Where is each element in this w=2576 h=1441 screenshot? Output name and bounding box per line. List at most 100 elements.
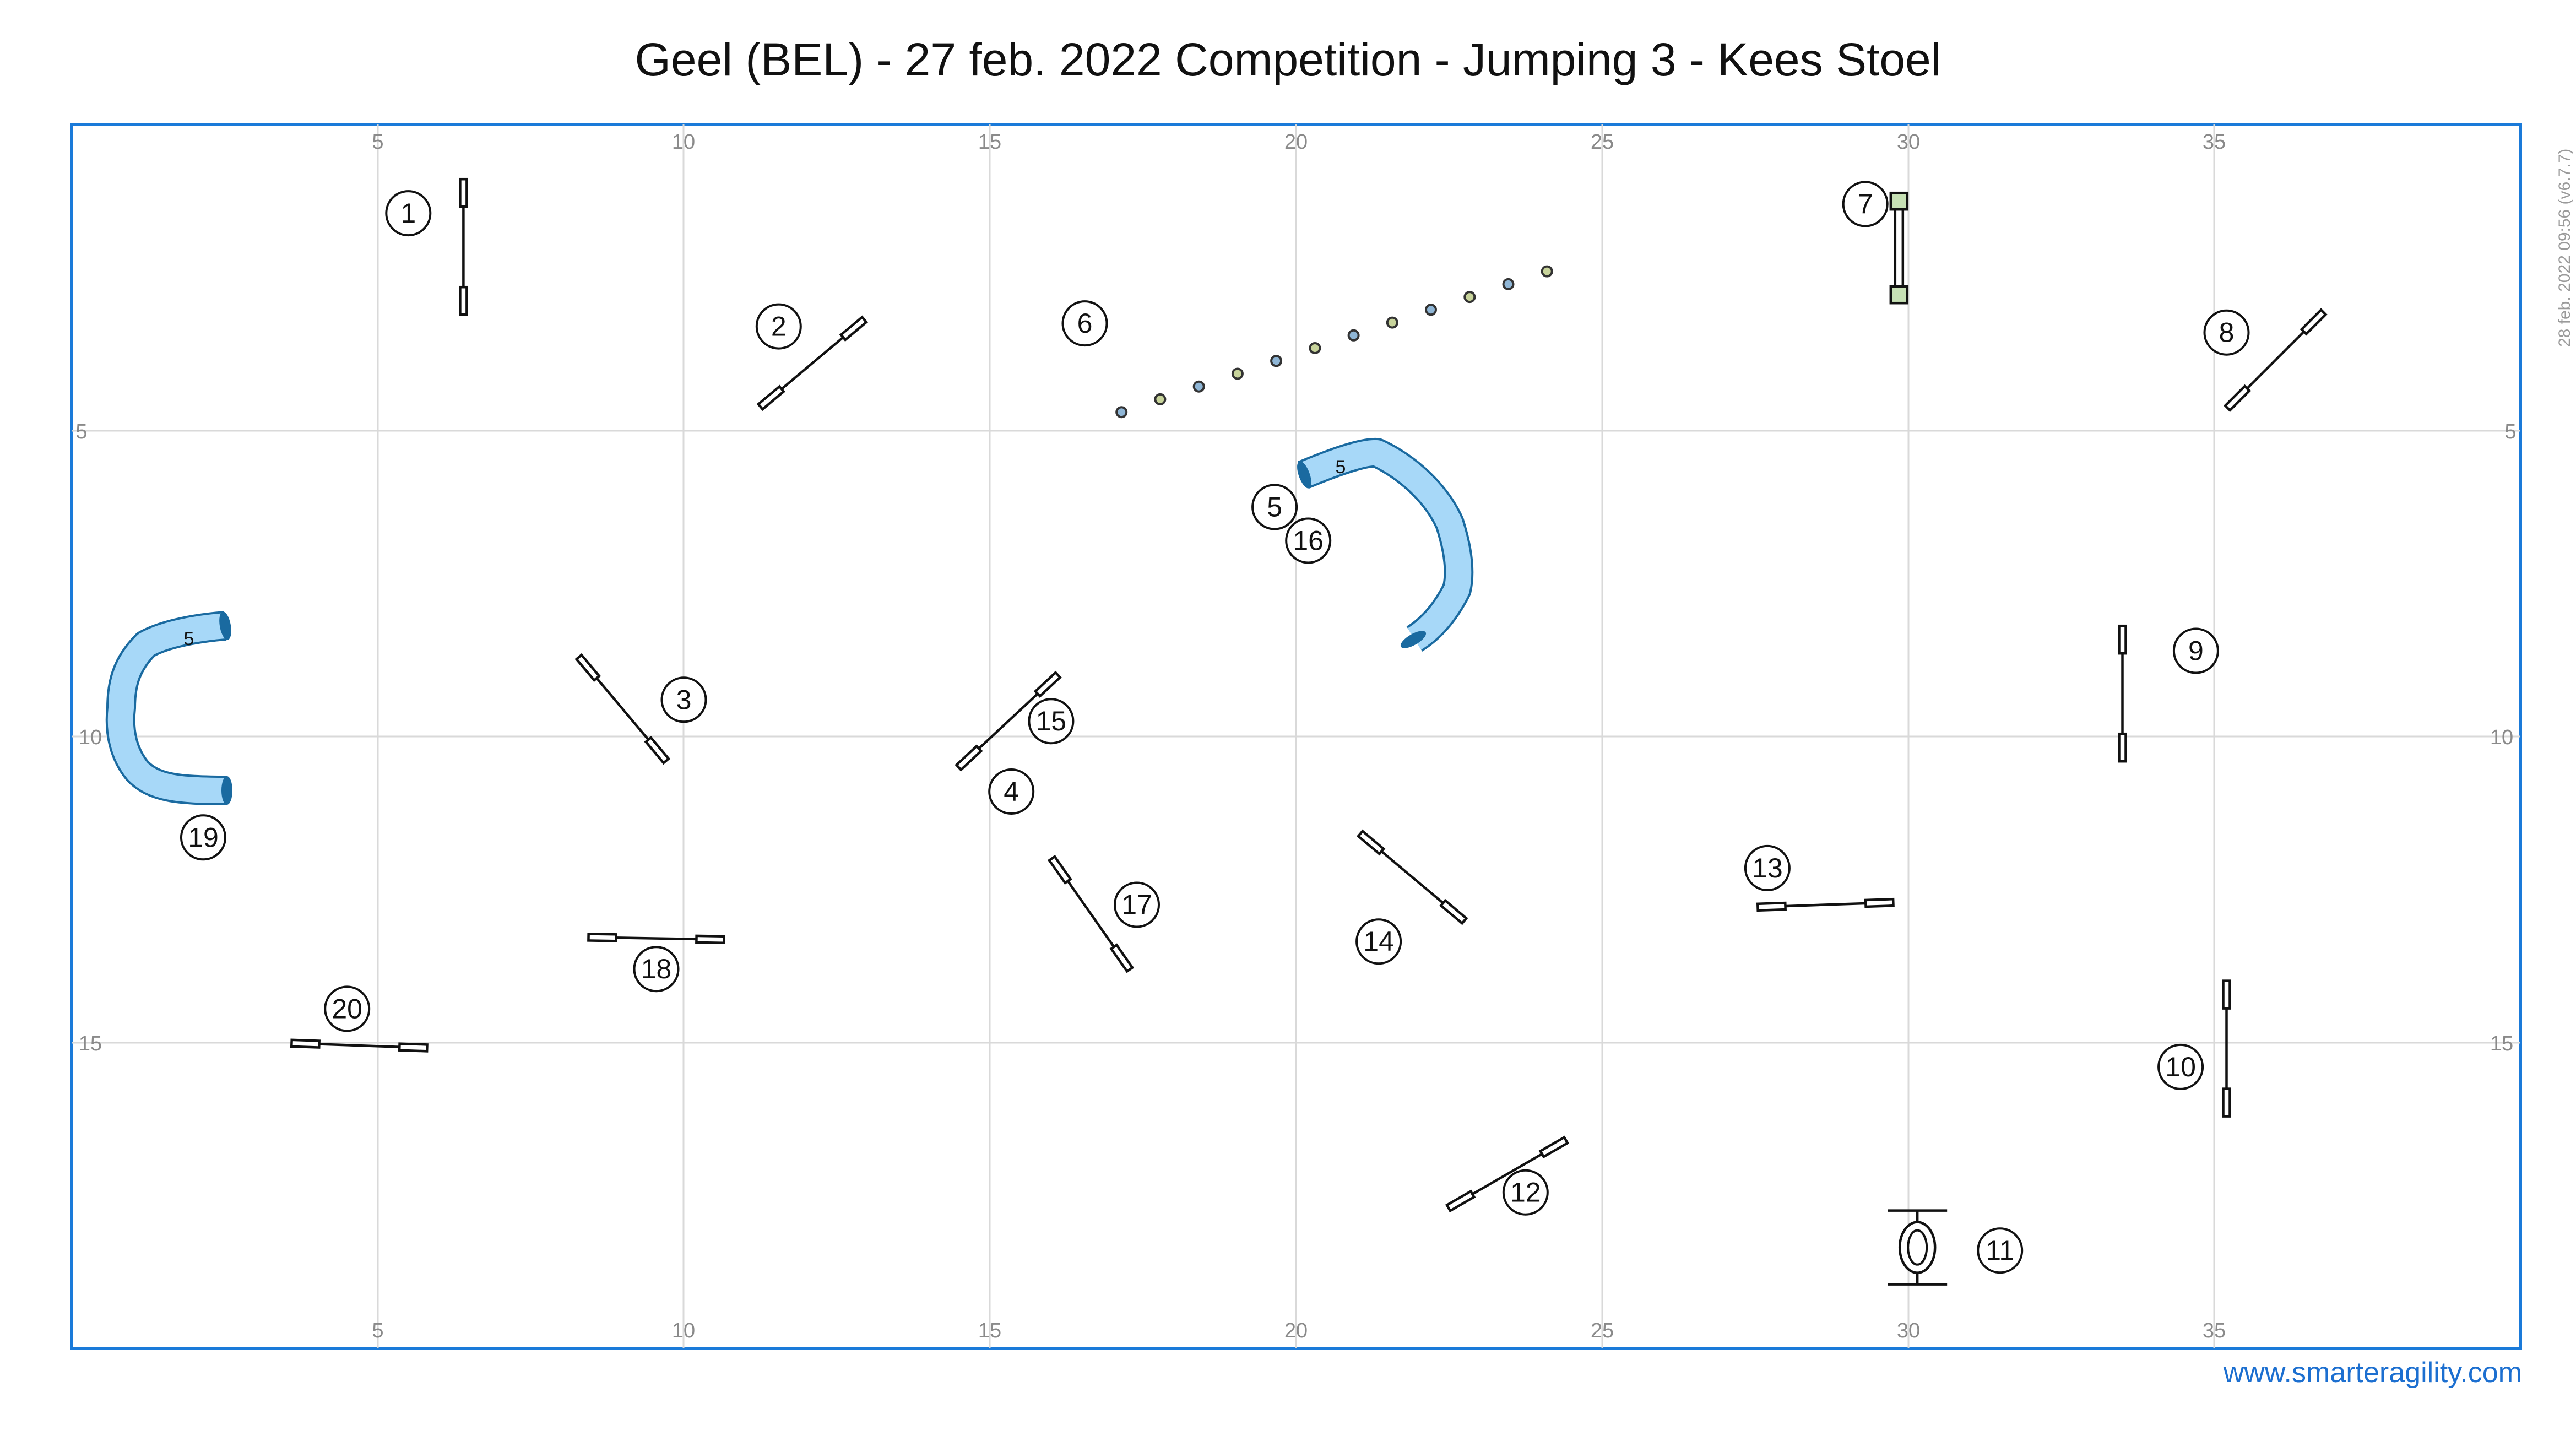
obstacle-number-7: 7: [1842, 181, 1889, 227]
jump-wing: [2118, 732, 2127, 763]
obstacle-number-10: 10: [2157, 1043, 2204, 1090]
jump-wing: [1439, 898, 1468, 925]
obstacle-number-text: 20: [332, 993, 362, 1024]
y-tick-left: 10: [79, 726, 102, 749]
jump-4[interactable]: [955, 670, 1062, 772]
y-tick-labels-left: 5 10 15: [75, 420, 102, 1055]
jump-8[interactable]: [2224, 308, 2328, 413]
obstacle-number-20: 20: [324, 985, 371, 1032]
obstacle-number-8: 8: [2203, 309, 2250, 356]
weave-poles-6[interactable]: [1115, 265, 1553, 419]
table-7[interactable]: [1889, 191, 1909, 305]
obstacle-number-5: 5: [1251, 484, 1298, 530]
x-tick-bottom: 5: [372, 1319, 383, 1342]
obstacle-number-text: 9: [2188, 636, 2204, 667]
obstacle-number-6: 6: [1061, 300, 1108, 347]
jump-wing: [290, 1038, 321, 1049]
obstacle-number-4: 4: [988, 768, 1035, 815]
obstacle-number-11: 11: [1977, 1227, 2024, 1274]
obstacle-number-18: 18: [633, 946, 680, 993]
obstacle-number-text: 1: [400, 198, 416, 229]
jump-wing: [2222, 979, 2231, 1010]
weave-pole: [1425, 304, 1437, 316]
weave-pole: [1231, 367, 1244, 380]
jumps-layer: [290, 177, 2328, 1213]
obstacle-number-text: 2: [771, 311, 787, 342]
jump-3[interactable]: [574, 653, 671, 765]
obstacle-number-15: 15: [1028, 698, 1075, 745]
obstacle-number-text: 11: [1986, 1235, 2014, 1266]
x-tick-top: 5: [372, 131, 383, 154]
weave-pole: [1309, 342, 1321, 354]
x-tick-bottom: 25: [1591, 1319, 1614, 1342]
obstacle-number-17: 17: [1114, 881, 1160, 928]
x-tick-top: 10: [672, 131, 695, 154]
jump-wing: [398, 1042, 429, 1053]
x-tick-top: 15: [978, 131, 1001, 154]
weave-pole: [1386, 316, 1398, 329]
special-obstacles-layer: [1888, 191, 1948, 1286]
weave-pole: [1270, 355, 1283, 367]
obstacle-number-text: 10: [2165, 1052, 2196, 1082]
jump-wing: [1033, 670, 1062, 698]
obstacle-number-text: 3: [676, 684, 692, 715]
tunnel-19[interactable]: 5: [105, 611, 234, 805]
weave-pole: [1192, 380, 1205, 393]
jump-wing: [839, 315, 869, 342]
jump-13[interactable]: [1756, 897, 1895, 912]
weave-pole: [1502, 278, 1515, 290]
x-tick-labels-bottom: 5 10 15 20 25 30 35: [372, 1319, 2226, 1342]
jump-9[interactable]: [2118, 624, 2127, 763]
obstacle-number-3: 3: [660, 676, 707, 723]
x-tick-top: 35: [2203, 131, 2226, 154]
y-tick-labels-right: 5 10 15: [2490, 420, 2517, 1055]
tunnel-5-16[interactable]: 5: [1294, 437, 1474, 652]
jump-12[interactable]: [1445, 1135, 1570, 1213]
obstacle-number-9: 9: [2172, 627, 2219, 674]
obstacle-number-text: 19: [188, 822, 219, 853]
obstacle-number-text: 15: [1036, 706, 1067, 736]
obstacle-number-19: 19: [180, 814, 226, 861]
jump-2[interactable]: [756, 315, 869, 411]
obstacle-number-text: 4: [1004, 776, 1019, 807]
weave-pole: [1463, 291, 1476, 304]
jump-14[interactable]: [1356, 829, 1468, 925]
course-title: Geel (BEL) - 27 feb. 2022 Competition - …: [634, 34, 1942, 85]
jump-wing: [459, 177, 468, 208]
jump-wing: [756, 384, 786, 411]
weave-pole: [1347, 329, 1360, 342]
y-tick-right: 5: [2504, 420, 2516, 443]
obstacle-number-2: 2: [755, 303, 802, 350]
obstacle-number-text: 6: [1077, 308, 1093, 339]
jump-wing: [2300, 308, 2328, 336]
jump-wing: [2224, 384, 2252, 413]
y-tick-right: 10: [2490, 726, 2513, 749]
obstacle-number-13: 13: [1744, 844, 1791, 891]
jump-17[interactable]: [1048, 854, 1135, 973]
x-tick-labels-top: 5 10 15 20 25 30 35: [372, 131, 2226, 154]
obstacle-number-text: 14: [1363, 926, 1394, 957]
x-tick-bottom: 15: [978, 1319, 1001, 1342]
jump-18[interactable]: [587, 933, 725, 945]
tyre-11[interactable]: [1888, 1209, 1948, 1286]
obstacle-number-text: 16: [1293, 526, 1324, 556]
jump-wing: [459, 285, 468, 316]
jump-wing: [1109, 943, 1135, 973]
jump-20[interactable]: [290, 1038, 429, 1053]
x-tick-top: 30: [1897, 131, 1920, 154]
obstacle-number-text: 5: [1267, 491, 1282, 522]
jump-1[interactable]: [459, 177, 468, 316]
tyre-hole: [1907, 1229, 1928, 1266]
weave-pole: [1541, 265, 1553, 278]
y-tick-left: 5: [75, 420, 87, 443]
obstacle-number-14: 14: [1355, 918, 1402, 965]
obstacle-number-text: 12: [1510, 1177, 1541, 1208]
website-link[interactable]: www.smarteragility.com: [2223, 1357, 2522, 1389]
obstacle-number-text: 13: [1752, 853, 1783, 884]
jump-10[interactable]: [2222, 979, 2231, 1118]
table-leg: [1889, 285, 1909, 305]
x-tick-top: 20: [1284, 131, 1308, 154]
jump-wing: [1538, 1135, 1570, 1159]
